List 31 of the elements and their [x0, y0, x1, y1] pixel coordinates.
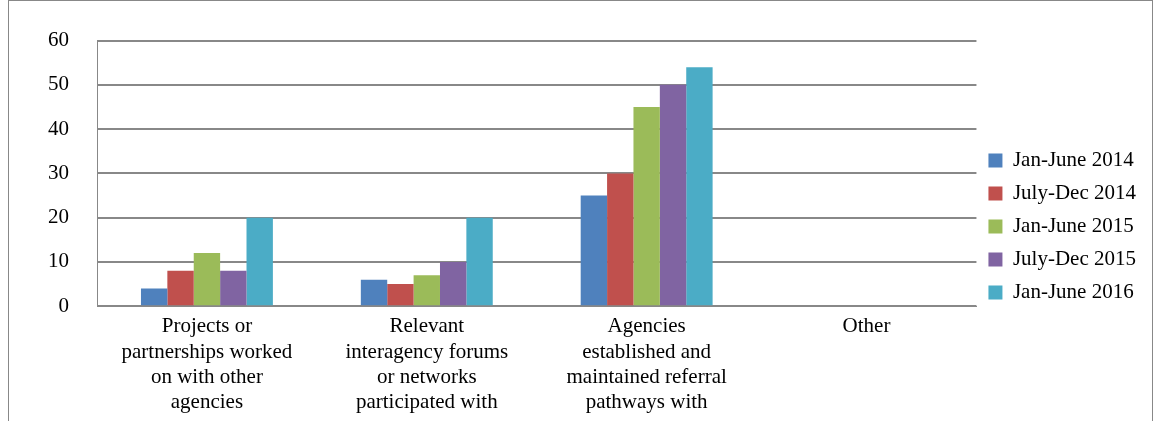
y-tick-label: 60	[48, 27, 69, 52]
y-tick-label: 20	[48, 204, 69, 229]
bar	[439, 261, 467, 306]
y-tick-label: 40	[48, 115, 69, 140]
x-tick-label: Projects or partnerships worked on with other agencies	[121, 313, 293, 413]
legend-label: July-Dec 2015	[1012, 246, 1137, 271]
bar	[466, 217, 493, 306]
legend-label: Jan-June 2015	[1012, 213, 1134, 238]
bar	[220, 270, 247, 306]
x-tick-label: Relevant interagency forums or networks participated with	[345, 313, 509, 413]
bar	[360, 279, 388, 306]
y-tick-label: 0	[58, 292, 69, 317]
bar	[633, 107, 660, 306]
legend-label: Jan-June 2014	[1012, 147, 1135, 172]
bar	[140, 288, 168, 306]
bar	[167, 270, 194, 306]
x-tick-label: Other	[842, 313, 891, 338]
bar	[193, 253, 221, 306]
bar	[607, 173, 634, 306]
bar	[659, 84, 687, 306]
bar	[413, 275, 440, 306]
y-tick-label: 30	[48, 159, 69, 184]
bar	[686, 67, 713, 306]
legend-label: July-Dec 2014	[1012, 180, 1137, 205]
bar	[580, 195, 608, 306]
y-tick-label: 50	[48, 71, 69, 96]
bar	[387, 284, 414, 306]
legend-label: Jan-June 2016	[1012, 279, 1134, 304]
bar	[246, 217, 273, 306]
x-tick-label: Agencies established and maintained referral pathways with	[566, 313, 727, 413]
y-tick-label: 10	[48, 248, 69, 273]
